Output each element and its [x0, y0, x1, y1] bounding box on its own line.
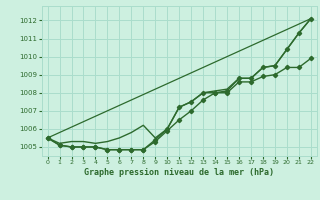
X-axis label: Graphe pression niveau de la mer (hPa): Graphe pression niveau de la mer (hPa): [84, 168, 274, 177]
